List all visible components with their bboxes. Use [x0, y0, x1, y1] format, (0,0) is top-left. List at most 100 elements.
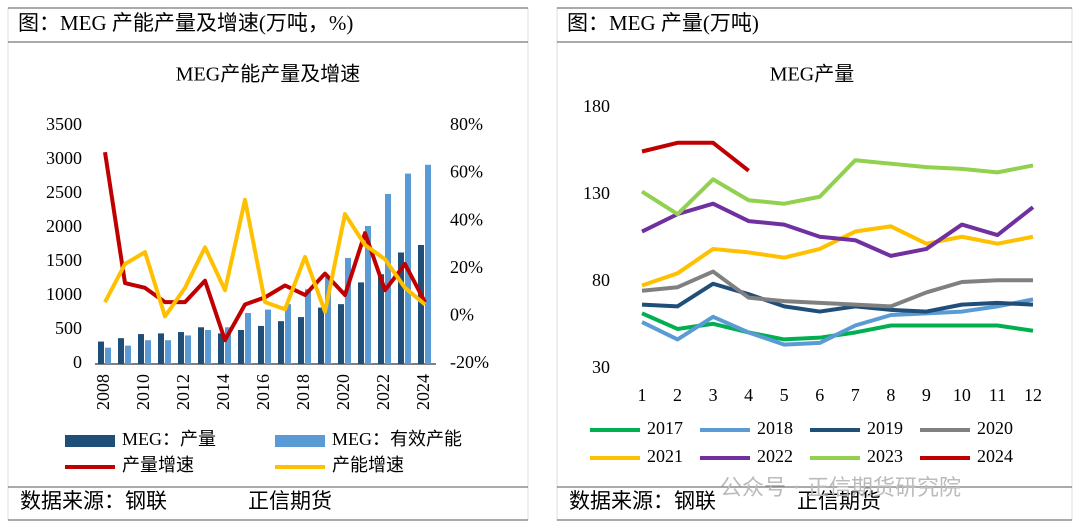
x-tick-label: 2010 [133, 374, 153, 410]
bar [178, 332, 184, 364]
watermark: 公众号 · 正信期货研究院 [720, 476, 961, 501]
y-tick-label: 1000 [46, 284, 82, 304]
bar [138, 334, 144, 364]
x-tick-label: 2016 [253, 374, 273, 410]
org: 正信期货 [797, 489, 881, 513]
legend-label: MEG：有效产能 [332, 429, 462, 449]
x-tick-label: 5 [780, 385, 789, 405]
bar [258, 325, 264, 364]
bar [325, 276, 331, 364]
bar [318, 307, 324, 364]
legend-swatch [65, 435, 115, 447]
x-tick-label: 2008 [93, 374, 113, 410]
bar [225, 327, 231, 364]
line [641, 269, 1033, 309]
bar [118, 338, 124, 364]
bar [238, 330, 244, 364]
line [103, 197, 427, 319]
bar [378, 274, 384, 364]
bar [278, 321, 284, 364]
x-tick-label: 10 [953, 385, 971, 405]
legend-label: 2018 [757, 418, 793, 438]
x-tick-label: 12 [1024, 385, 1042, 405]
bar [305, 289, 311, 364]
x-tick-label: 4 [744, 385, 753, 405]
x-tick-label: 2018 [293, 374, 313, 410]
legend-label: 2021 [647, 446, 683, 466]
y-tick-label: 30 [592, 357, 610, 377]
bar [425, 164, 431, 364]
x-tick-label: 2012 [173, 374, 193, 410]
line [641, 140, 750, 173]
legend-label: 2020 [977, 418, 1013, 438]
bar [365, 225, 371, 364]
bar [398, 252, 404, 364]
x-tick-label: 2022 [373, 374, 393, 410]
bar [345, 257, 351, 364]
bar [265, 309, 271, 364]
source: 数据来源：钢联 [20, 489, 167, 513]
y2-tick-label: 40% [450, 209, 483, 229]
x-tick-label: 3 [709, 385, 718, 405]
y-tick-label: 130 [583, 183, 610, 203]
bar [145, 340, 151, 364]
y2-tick-label: -20% [450, 352, 489, 372]
bar [105, 347, 111, 364]
x-tick-label: 2020 [333, 374, 353, 410]
x-tick-label: 9 [922, 385, 931, 405]
bar [418, 245, 424, 364]
bar [165, 340, 171, 364]
legend-label: MEG：产量 [122, 429, 216, 449]
x-tick-label: 2024 [413, 374, 433, 410]
x-tick-label: 7 [851, 385, 860, 405]
bar [125, 345, 131, 364]
bar [358, 282, 364, 364]
legend-label: 产量增速 [122, 455, 194, 475]
y-tick-label: 1500 [46, 250, 82, 270]
y-tick-label: 0 [73, 352, 82, 372]
x-tick-label: 8 [886, 385, 895, 405]
y-tick-label: 2000 [46, 216, 82, 236]
bar [218, 333, 224, 364]
line [641, 201, 1035, 258]
legend-label: 2024 [977, 446, 1013, 466]
y-tick-label: 80 [592, 270, 610, 290]
chart-title: MEG产量 [770, 63, 854, 86]
bar [198, 327, 204, 364]
line [641, 297, 1034, 347]
bar [338, 304, 344, 364]
legend-label: 2019 [867, 418, 903, 438]
legend-label: 2023 [867, 446, 903, 466]
bar [205, 330, 211, 364]
y2-tick-label: 0% [450, 305, 474, 325]
x-tick-label: 6 [815, 385, 824, 405]
x-tick-label: 11 [989, 385, 1006, 405]
line [640, 158, 1034, 217]
y-tick-label: 3500 [46, 114, 82, 134]
org: 正信期货 [248, 489, 332, 513]
bar [98, 341, 104, 364]
y2-tick-label: 60% [450, 162, 483, 182]
source: 数据来源：钢联 [569, 489, 716, 513]
y-tick-label: 2500 [46, 182, 82, 202]
x-tick-label: 2014 [213, 374, 233, 410]
legend-label: 2022 [757, 446, 793, 466]
bar [298, 317, 304, 364]
y2-tick-label: 20% [450, 257, 483, 277]
line [641, 281, 1034, 314]
x-tick-label: 1 [638, 385, 647, 405]
bar [185, 335, 191, 364]
bar [158, 333, 164, 364]
chart-title: MEG产能产量及增速 [176, 63, 360, 86]
y-tick-label: 3000 [46, 148, 82, 168]
bar [385, 194, 391, 364]
legend-label: 2017 [647, 418, 683, 438]
legend-label: 产能增速 [332, 455, 404, 475]
x-tick-label: 2 [673, 385, 682, 405]
y-tick-label: 500 [55, 318, 82, 338]
y-tick-label: 180 [583, 96, 610, 116]
bar [285, 304, 291, 364]
y2-tick-label: 80% [450, 114, 483, 134]
bar [245, 313, 251, 364]
